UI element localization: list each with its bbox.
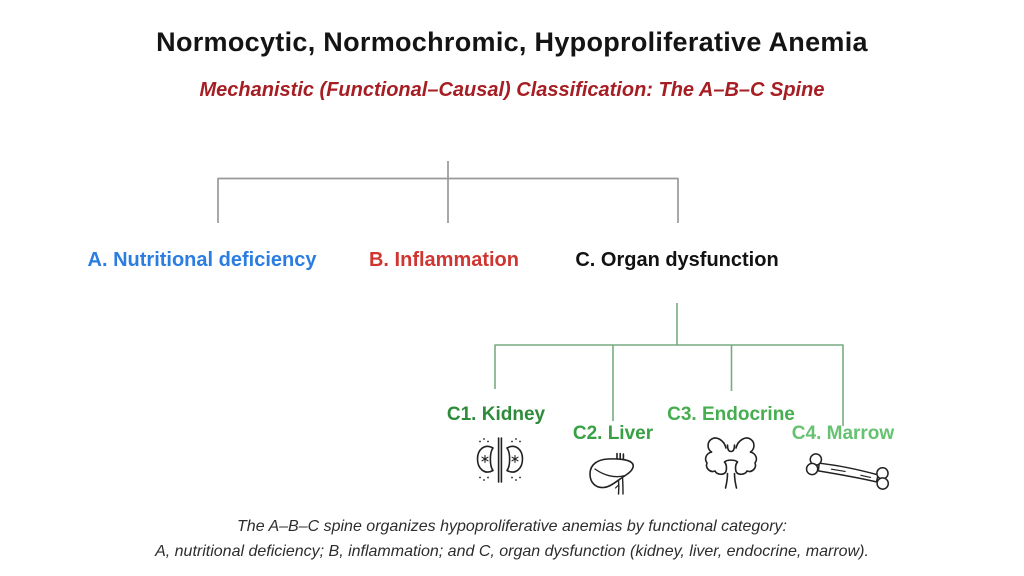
caption-line-1: The A–B–C spine organizes hypoproliferat… [237,518,787,535]
caption-line-2: A, nutritional deficiency; B, inflammati… [155,543,869,560]
liver-icon [585,447,641,499]
top-tree-lines [217,161,679,223]
kidney-icon [472,432,528,488]
bone-icon [803,450,895,496]
caption: The A–B–C spine organizes hypoproliferat… [0,514,1024,564]
node-c1-label: C1. Kidney [446,404,546,425]
branch-a-label: A. Nutritional deficiency [87,249,317,271]
node-c3-label: C3. Endocrine [667,404,795,425]
branch-b-label: B. Inflammation [368,249,519,271]
thyroid-icon [700,428,762,494]
node-c2-label: C2. Liver [572,423,654,444]
organ-tree-lines [494,303,844,426]
page-title: Normocytic, Normochromic, Hypoproliferat… [156,27,868,57]
branch-c-label: C. Organ dysfunction [575,249,779,271]
node-c4-label: C4. Marrow [791,423,895,444]
page-subtitle: Mechanistic (Functional–Causal) Classifi… [199,79,825,101]
